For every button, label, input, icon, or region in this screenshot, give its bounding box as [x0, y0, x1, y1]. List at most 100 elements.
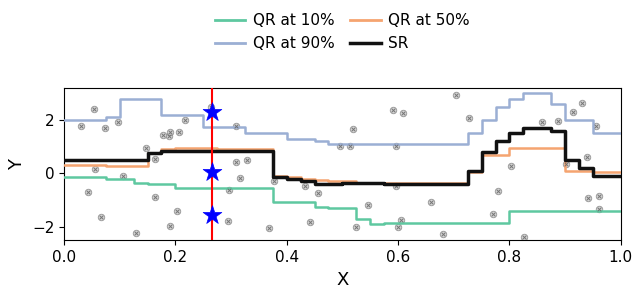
Point — [118, 173, 128, 178]
Point — [335, 143, 345, 148]
Point — [173, 130, 184, 134]
Point — [593, 193, 604, 198]
Point — [113, 119, 123, 124]
Point — [518, 234, 529, 239]
Point — [131, 231, 141, 235]
Point — [593, 193, 604, 198]
Point — [224, 188, 234, 192]
Point — [583, 196, 593, 201]
Point — [464, 116, 474, 120]
Point — [230, 124, 241, 129]
Point — [345, 143, 355, 148]
Point — [230, 160, 241, 164]
Point — [207, 170, 217, 174]
Point — [451, 93, 461, 98]
Point — [451, 93, 461, 98]
Point — [506, 164, 516, 169]
Point — [205, 104, 216, 109]
Point — [363, 202, 373, 207]
Point — [83, 190, 93, 195]
Point — [363, 202, 373, 207]
Point — [390, 144, 401, 149]
Point — [314, 190, 324, 195]
Point — [131, 231, 141, 235]
Point — [335, 143, 345, 148]
Point — [351, 224, 361, 229]
Point — [141, 145, 151, 150]
Point — [537, 120, 547, 124]
Point — [348, 126, 358, 131]
Point — [223, 219, 234, 223]
Point — [223, 219, 234, 223]
Point — [234, 176, 244, 181]
Point — [518, 234, 529, 239]
Point — [205, 104, 216, 109]
Point — [591, 124, 602, 129]
Point — [172, 208, 182, 213]
Point — [577, 101, 588, 106]
Point — [113, 119, 123, 124]
Point — [488, 212, 498, 217]
Point — [388, 107, 398, 112]
Point — [172, 208, 182, 213]
Point — [165, 224, 175, 229]
Point — [264, 226, 275, 231]
Point — [553, 119, 563, 123]
Point — [568, 110, 578, 114]
Legend: QR at 10%, QR at 90%, QR at 50%, SR: QR at 10%, QR at 90%, QR at 50%, SR — [209, 7, 476, 57]
X-axis label: X: X — [336, 270, 349, 289]
Point — [577, 101, 588, 106]
Point — [242, 157, 252, 162]
Point — [391, 184, 401, 188]
Point — [392, 224, 403, 229]
Point — [90, 167, 100, 172]
Point — [164, 130, 175, 135]
Point — [269, 179, 279, 184]
Point — [392, 224, 403, 229]
Point — [591, 124, 602, 129]
Point — [157, 132, 168, 137]
Point — [83, 190, 93, 195]
Point — [396, 218, 406, 223]
Point — [96, 215, 106, 219]
Point — [96, 215, 106, 219]
Point — [568, 110, 578, 114]
Point — [264, 226, 275, 231]
Point — [150, 157, 160, 162]
Point — [157, 132, 168, 137]
Point — [426, 199, 436, 204]
Point — [305, 220, 315, 224]
Point — [594, 207, 604, 211]
Point — [390, 144, 401, 149]
Point — [582, 154, 593, 159]
Point — [224, 188, 234, 192]
Point — [582, 154, 593, 159]
Point — [305, 220, 315, 224]
Point — [391, 184, 401, 188]
Point — [150, 157, 160, 162]
Point — [493, 188, 503, 193]
Point — [150, 195, 160, 199]
Point — [180, 117, 191, 122]
Point — [300, 183, 310, 188]
Point — [537, 120, 547, 124]
Point — [561, 162, 571, 166]
Point — [90, 167, 100, 172]
Point — [269, 179, 279, 184]
Point — [398, 111, 408, 115]
Point — [388, 107, 398, 112]
Point — [173, 130, 184, 134]
Point — [76, 124, 86, 128]
Point — [464, 116, 474, 120]
Y-axis label: Y: Y — [8, 159, 26, 170]
Point — [561, 162, 571, 166]
Point — [348, 126, 358, 131]
Point — [438, 231, 448, 236]
Point — [141, 145, 151, 150]
Point — [230, 160, 241, 164]
Point — [100, 125, 110, 130]
Point — [488, 212, 498, 217]
Point — [89, 106, 99, 111]
Point — [583, 196, 593, 201]
Point — [345, 143, 355, 148]
